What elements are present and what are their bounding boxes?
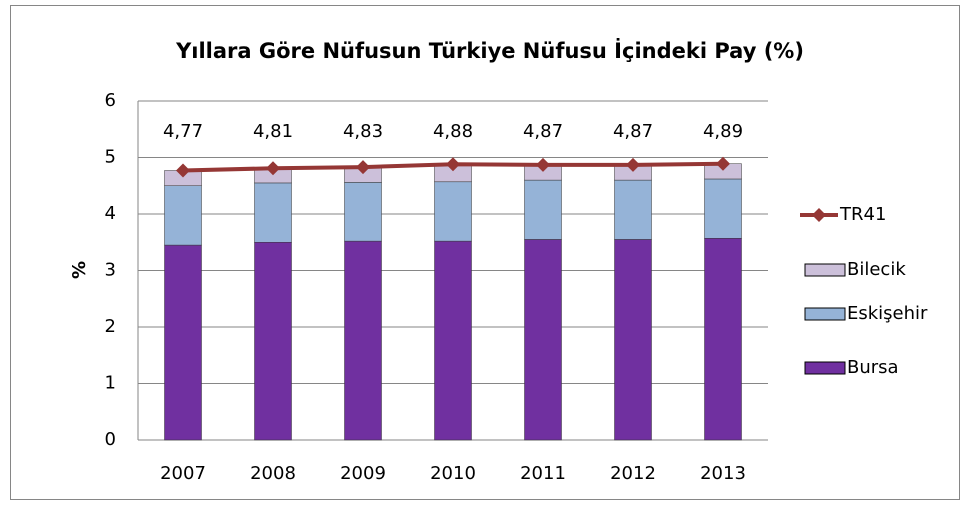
- y-tick-label: 5: [105, 147, 116, 168]
- legend-swatch: [804, 361, 846, 375]
- marker: [626, 157, 640, 172]
- marker: [446, 157, 460, 172]
- bar-segment: [434, 181, 472, 242]
- bar-segment: [164, 185, 202, 246]
- y-tick-label: 3: [105, 260, 116, 281]
- bar-segment: [704, 178, 742, 239]
- x-tick-label: 2012: [610, 463, 656, 484]
- y-tick-label: 0: [105, 429, 116, 450]
- marker: [356, 160, 370, 175]
- legend-swatch: [804, 307, 846, 321]
- x-tick-label: 2009: [340, 463, 386, 484]
- x-tick-label: 2007: [160, 463, 206, 484]
- legend-swatch: [804, 263, 846, 277]
- marker: [176, 163, 190, 178]
- x-tick-label: 2010: [430, 463, 476, 484]
- bar-segment: [614, 179, 652, 240]
- legend-marker: [812, 208, 826, 222]
- bar-segment: [614, 239, 652, 441]
- bar-segment: [164, 244, 202, 441]
- data-label: 4,77: [163, 121, 203, 142]
- chart-border: [10, 5, 960, 500]
- legend-label: TR41: [839, 204, 886, 225]
- data-label: 4,87: [613, 121, 653, 142]
- y-axis-label: %: [69, 261, 90, 279]
- data-label: 4,89: [703, 121, 743, 142]
- marker: [266, 161, 280, 176]
- bar-segment: [524, 179, 562, 240]
- data-label: 4,83: [343, 121, 383, 142]
- legend-label: Eskişehir: [847, 303, 928, 324]
- y-tick-label: 6: [105, 90, 116, 111]
- bar-segment: [434, 240, 472, 441]
- data-label: 4,81: [253, 121, 293, 142]
- y-tick-label: 2: [105, 316, 116, 337]
- bar-segment: [524, 239, 562, 441]
- bar-segment: [704, 238, 742, 441]
- marker: [536, 157, 550, 172]
- bar-segment: [254, 242, 292, 441]
- x-tick-label: 2013: [700, 463, 746, 484]
- legend-label: Bursa: [847, 357, 899, 378]
- bar-segment: [344, 240, 382, 441]
- data-label: 4,88: [433, 121, 473, 142]
- bar-segment: [254, 182, 292, 243]
- legend-label: Bilecik: [847, 259, 906, 280]
- bar-segment: [344, 182, 382, 242]
- y-tick-label: 1: [105, 373, 116, 394]
- data-label: 4,87: [523, 121, 563, 142]
- chart-title: Yıllara Göre Nüfusun Türkiye Nüfusu İçin…: [175, 38, 804, 63]
- y-tick-label: 4: [105, 203, 116, 224]
- marker: [716, 156, 730, 171]
- x-tick-label: 2011: [520, 463, 566, 484]
- x-tick-label: 2008: [250, 463, 296, 484]
